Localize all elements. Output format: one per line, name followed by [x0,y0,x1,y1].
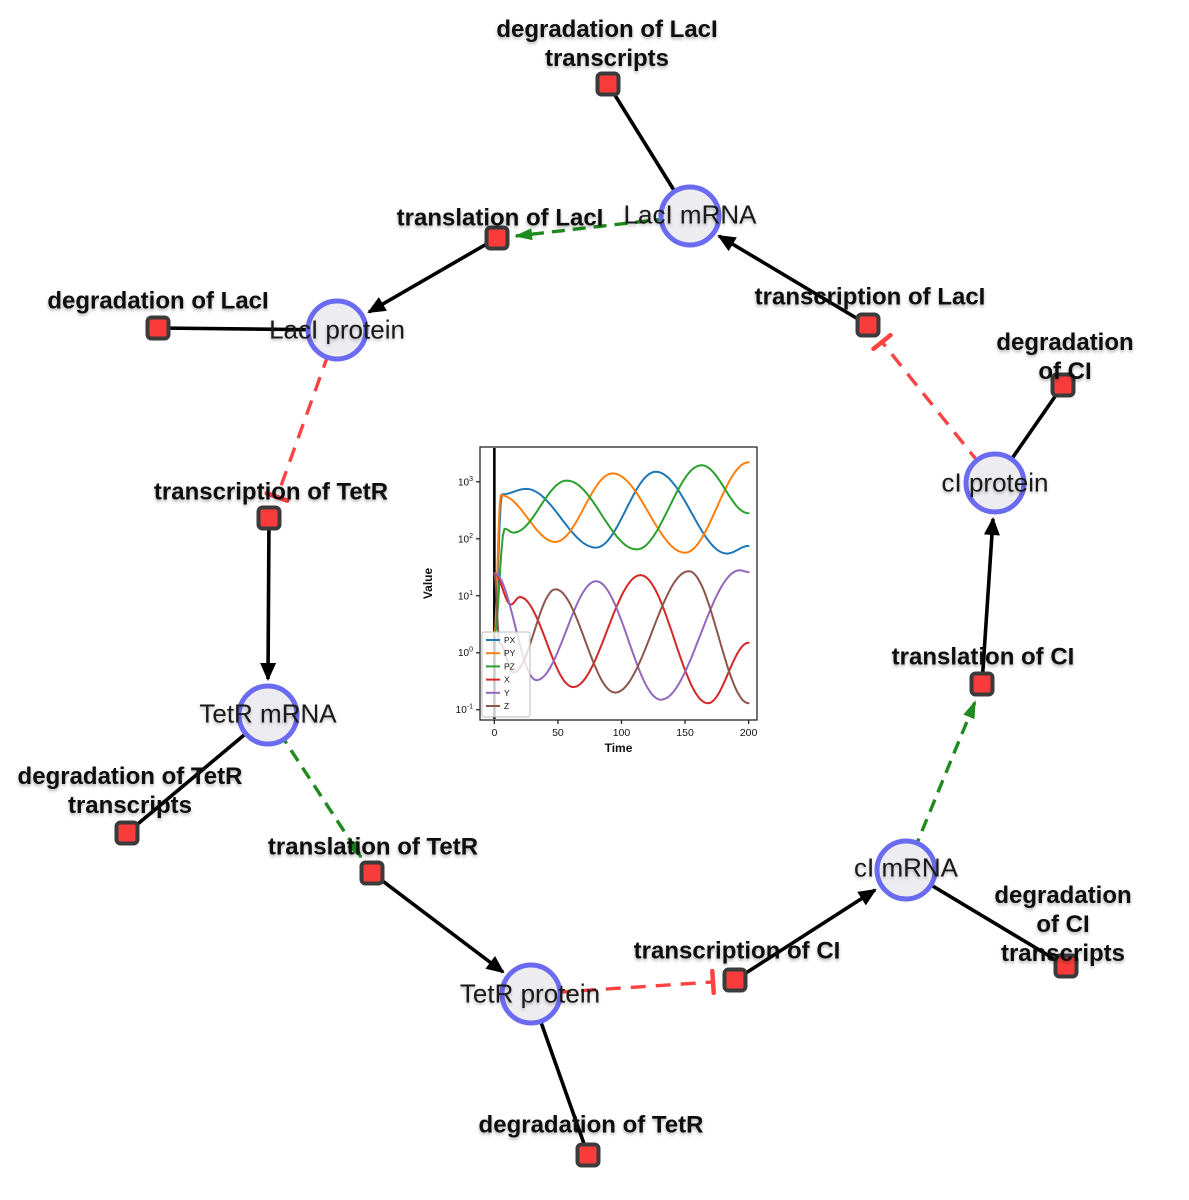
reaction-label-degradation-tetr-transcripts: degradation of TetR transcripts [17,763,243,819]
reaction-node-degradation-laci-transcripts [595,71,621,97]
reaction-label-translation-ci: translation of CI [891,643,1075,671]
svg-text:103: 103 [458,476,473,489]
species-node-tetr-protein [499,962,563,1026]
species-label-tetr-protein: TetR protein [459,978,601,1009]
species-label-laci-protein: LacI protein [269,314,405,345]
svg-text:Z: Z [504,701,509,711]
edge-transcription-tetr-to-tetr-mrna [260,517,277,681]
edge-transcription-ci-to-ci-mrna [734,888,877,982]
reaction-label-transcription-tetr: transcription of TetR [153,478,389,506]
species-label-tetr-mrna: TetR mRNA [199,698,337,729]
species-node-laci-mrna [658,184,722,248]
reaction-label-degradation-laci: degradation of LacI [47,287,269,315]
svg-text:100: 100 [458,647,473,660]
svg-text:Y: Y [504,688,510,698]
svg-text:10-1: 10-1 [456,704,473,717]
reaction-node-transcription-laci [855,312,881,338]
species-node-ci-protein [963,451,1027,515]
reaction-label-translation-tetr: translation of TetR [267,833,479,861]
reaction-node-degradation-ci [1050,372,1076,398]
svg-text:0: 0 [491,727,497,739]
svg-text:Value: Value [421,568,435,600]
reaction-label-translation-laci: translation of LacI [396,204,604,232]
species-node-ci-mrna [874,838,938,902]
svg-text:100: 100 [613,727,631,739]
reaction-node-translation-tetr [359,860,385,886]
reaction-label-degradation-ci: degradation of CI [996,329,1134,385]
species-label-ci-mrna: cI mRNA [854,852,958,883]
species-label-ci-protein: cI protein [941,467,1049,498]
species-node-laci-protein [305,298,369,362]
svg-text:Time: Time [605,741,633,755]
reaction-node-degradation-ci-transcripts [1053,953,1079,979]
reaction-node-degradation-laci [145,315,171,341]
svg-text:PX: PX [504,635,516,645]
edge-translation-ci-to-ci-protein [980,517,1000,685]
svg-text:102: 102 [458,533,473,546]
svg-text:X: X [504,675,510,685]
species-label-laci-mrna: LacI mRNA [623,199,757,230]
svg-text:PY: PY [504,648,516,658]
reaction-node-translation-laci [484,225,510,251]
reaction-label-degradation-tetr: degradation of TetR [478,1111,704,1139]
svg-text:50: 50 [552,727,564,739]
reaction-node-transcription-tetr [256,505,282,531]
reaction-node-degradation-tetr-transcripts [114,820,140,846]
edge-transcription-laci-to-laci-mrna [717,234,869,327]
reaction-node-translation-ci [969,671,995,697]
reaction-label-transcription-laci: transcription of LacI [754,283,986,311]
svg-text:200: 200 [740,727,758,739]
svg-text:PZ: PZ [504,661,515,671]
reaction-label-transcription-ci: transcription of CI [633,937,841,965]
svg-text:150: 150 [676,727,694,739]
edge-translation-tetr-to-tetr-protein [370,871,505,974]
time-series-chart: 0 50 100 150 200 10-1 100 101 102 103 Time Value PX P… [420,433,775,768]
reaction-node-degradation-tetr [575,1142,601,1168]
reaction-label-degradation-laci-transcripts: degradation of LacI transcripts [496,16,718,72]
svg-text:101: 101 [458,590,473,603]
edge-translation-laci-to-laci-protein [367,236,498,314]
reaction-label-degradation-ci-transcripts: degradation of CI transcripts [994,881,1132,967]
reaction-node-transcription-ci [722,967,748,993]
time-series-plot: 0 50 100 150 200 10-1 100 101 102 103 Time Value PX P… [421,446,758,755]
species-node-tetr-mrna [236,683,300,747]
